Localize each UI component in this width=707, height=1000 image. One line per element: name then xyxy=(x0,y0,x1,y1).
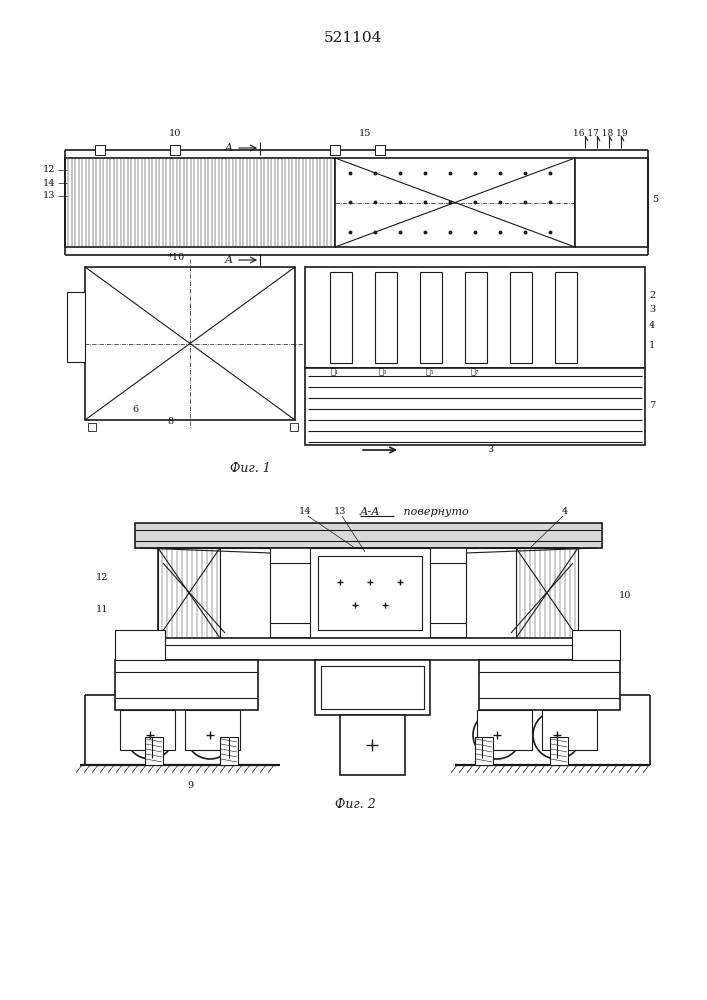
Bar xyxy=(158,548,578,638)
Text: 1: 1 xyxy=(649,340,655,350)
Text: 14: 14 xyxy=(42,178,55,188)
Bar xyxy=(115,660,258,710)
Bar xyxy=(220,737,238,765)
Bar xyxy=(85,267,295,420)
Text: 10: 10 xyxy=(169,128,181,137)
Bar xyxy=(305,267,645,368)
Bar xyxy=(375,272,397,363)
Text: 7: 7 xyxy=(649,400,655,410)
Bar xyxy=(321,666,424,709)
Bar xyxy=(315,660,430,715)
Bar xyxy=(510,272,532,363)
Bar xyxy=(542,710,597,750)
Bar xyxy=(330,145,340,155)
Text: ℓ₅: ℓ₅ xyxy=(426,368,434,376)
Bar xyxy=(465,272,487,363)
Bar xyxy=(88,423,96,431)
Text: A: A xyxy=(225,143,233,153)
Bar xyxy=(477,710,532,750)
Polygon shape xyxy=(220,552,270,568)
Text: 4: 4 xyxy=(649,320,655,330)
Bar xyxy=(185,710,240,750)
Text: 13: 13 xyxy=(334,508,346,516)
Bar xyxy=(572,630,620,660)
Bar xyxy=(466,548,516,638)
Bar xyxy=(290,423,298,431)
Bar xyxy=(318,556,422,630)
Text: ℓ₇: ℓ₇ xyxy=(471,368,479,376)
Text: 8: 8 xyxy=(167,418,173,426)
Text: 14: 14 xyxy=(299,508,311,516)
Bar xyxy=(148,638,590,660)
Text: 6: 6 xyxy=(132,406,138,414)
Text: Фиг. 1: Фиг. 1 xyxy=(230,462,270,475)
Text: ℓ₃: ℓ₃ xyxy=(379,368,387,376)
Text: 3: 3 xyxy=(649,306,655,314)
Text: А-А: А-А xyxy=(360,507,380,517)
Bar xyxy=(340,715,405,775)
Bar xyxy=(310,548,430,638)
Text: *10: *10 xyxy=(168,252,185,261)
Bar xyxy=(575,158,648,247)
Polygon shape xyxy=(466,552,516,568)
Bar xyxy=(170,145,180,155)
Text: 521104: 521104 xyxy=(324,31,382,45)
Bar xyxy=(115,630,165,660)
Bar xyxy=(475,737,493,765)
Bar xyxy=(330,272,352,363)
Bar xyxy=(420,272,442,363)
Text: ℓ₁: ℓ₁ xyxy=(331,368,339,376)
Text: 3: 3 xyxy=(487,446,493,454)
Bar xyxy=(135,523,602,548)
Bar xyxy=(375,145,385,155)
Bar xyxy=(305,368,645,445)
Text: Фиг. 2: Фиг. 2 xyxy=(334,798,375,812)
Text: 5: 5 xyxy=(652,196,658,205)
Bar xyxy=(120,710,175,750)
Bar xyxy=(65,158,335,247)
Text: A: A xyxy=(225,255,233,265)
Bar xyxy=(95,145,105,155)
Text: 10: 10 xyxy=(619,590,631,599)
Text: 12: 12 xyxy=(95,574,108,582)
Text: 2: 2 xyxy=(649,290,655,300)
Text: повернуто: повернуто xyxy=(400,507,469,517)
Bar xyxy=(550,737,568,765)
Bar xyxy=(158,548,220,638)
Text: 4: 4 xyxy=(562,508,568,516)
Text: 12: 12 xyxy=(42,165,55,174)
Bar xyxy=(67,292,85,362)
Bar xyxy=(555,272,577,363)
Text: 13: 13 xyxy=(42,192,55,200)
Bar xyxy=(479,660,620,710)
Text: 16 17 18 19: 16 17 18 19 xyxy=(573,128,627,137)
Text: 15: 15 xyxy=(359,128,371,137)
Text: 9: 9 xyxy=(187,780,193,790)
Bar xyxy=(145,737,163,765)
Bar xyxy=(220,548,270,638)
Text: 11: 11 xyxy=(95,605,108,614)
Bar xyxy=(335,158,575,247)
Bar xyxy=(516,548,578,638)
